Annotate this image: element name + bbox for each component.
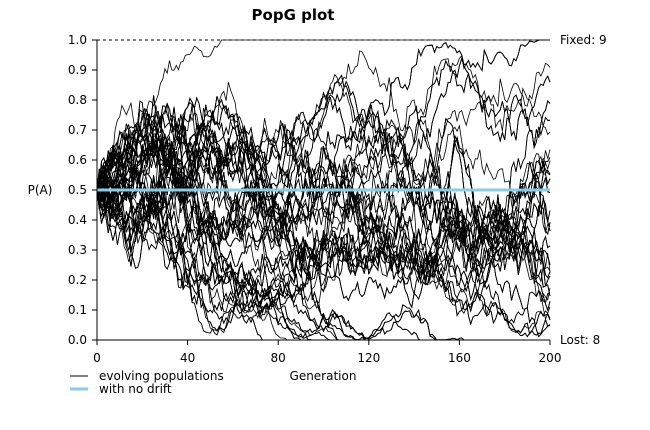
population-line (96, 109, 551, 242)
population-line (96, 168, 551, 286)
y-tick-label: 0.6 (68, 153, 87, 167)
y-ticks: 0.0 0.1 0.2 0.3 0.4 0.5 0.6 0.7 0.8 0.9 1.0 (68, 33, 97, 347)
lost-count: Lost: 8 (560, 333, 600, 347)
population-line (96, 127, 551, 262)
y-tick-label: 0.1 (68, 303, 87, 317)
y-tick-label: 0.7 (68, 123, 87, 137)
population-line (96, 135, 551, 275)
population-line (96, 74, 551, 277)
population-line (96, 57, 551, 297)
population-line (96, 133, 551, 303)
x-ticks: 0 40 80 120 160 200 (93, 340, 561, 365)
population-line (96, 95, 550, 341)
population-line (96, 95, 550, 341)
population-line (96, 124, 551, 338)
x-tick-label: 200 (539, 351, 562, 365)
x-tick-label: 120 (357, 351, 380, 365)
y-axis-label: P(A) (28, 183, 53, 197)
population-line (96, 113, 551, 335)
population-line (96, 96, 551, 296)
chart-title: PopG plot (252, 6, 335, 24)
y-tick-label: 0.5 (68, 183, 87, 197)
population-line (96, 39, 550, 191)
y-tick-label: 0.4 (68, 213, 87, 227)
population-line (97, 39, 550, 273)
population-line (96, 80, 551, 288)
population-line (96, 95, 550, 341)
y-tick-label: 1.0 (68, 33, 87, 47)
x-tick-label: 0 (93, 351, 101, 365)
population-lines (96, 39, 551, 341)
x-axis-label: Generation (290, 369, 357, 383)
y-tick-label: 0.0 (68, 333, 87, 347)
y-tick-label: 0.2 (68, 273, 87, 287)
legend-label-no-drift: with no drift (99, 382, 172, 396)
legend: evolving populations with no drift (70, 369, 224, 396)
y-tick-label: 0.3 (68, 243, 87, 257)
population-line (96, 94, 551, 301)
y-tick-label: 0.9 (68, 63, 87, 77)
x-tick-label: 160 (448, 351, 471, 365)
population-line (96, 134, 551, 287)
x-tick-label: 80 (271, 351, 286, 365)
legend-label-populations: evolving populations (99, 369, 224, 383)
x-tick-label: 40 (180, 351, 195, 365)
population-line (96, 117, 551, 262)
fixed-count: Fixed: 9 (560, 33, 607, 47)
y-tick-label: 0.8 (68, 93, 87, 107)
